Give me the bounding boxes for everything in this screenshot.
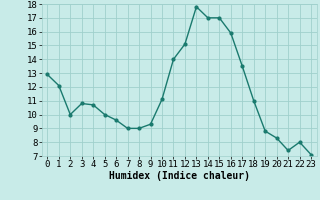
X-axis label: Humidex (Indice chaleur): Humidex (Indice chaleur) [109, 171, 250, 181]
